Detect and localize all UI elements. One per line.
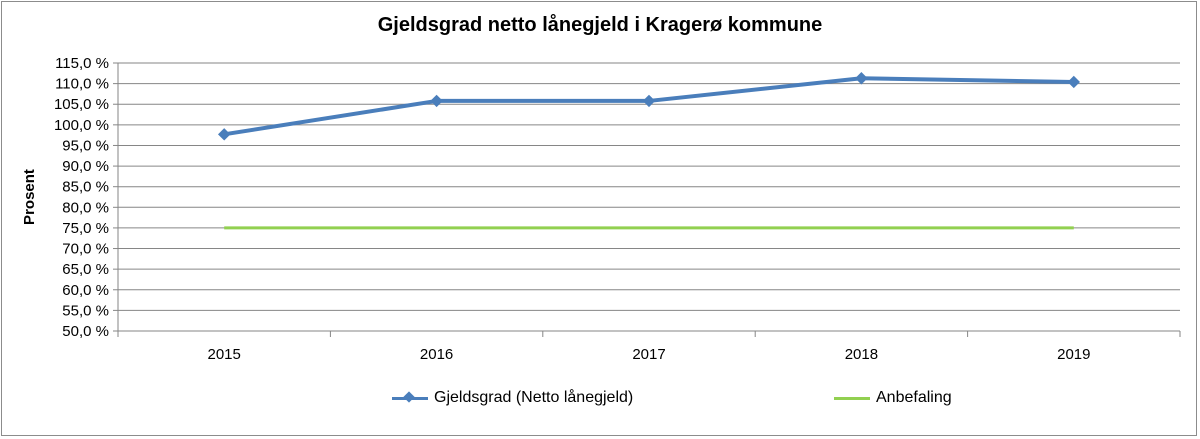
y-tick-label: 75,0 % xyxy=(62,220,109,237)
data-point-debt-ratio xyxy=(1067,75,1081,89)
data-point-debt-ratio xyxy=(642,94,656,108)
x-tick-label: 2016 xyxy=(420,346,453,363)
y-tick-label: 70,0 % xyxy=(62,241,109,258)
x-tick-label: 2017 xyxy=(632,346,665,363)
data-point-debt-ratio xyxy=(855,72,868,85)
y-tick-label: 110,0 % xyxy=(55,76,109,93)
x-tick-label: 2015 xyxy=(208,346,241,363)
y-tick-label: 90,0 % xyxy=(62,158,109,175)
chart-title: Gjeldsgrad netto lånegjeld i Kragerø kom… xyxy=(377,14,823,36)
data-point-debt-ratio xyxy=(430,94,443,108)
y-tick-label: 65,0 % xyxy=(62,261,109,278)
data-point-debt-ratio xyxy=(217,128,231,141)
y-tick-label: 100,0 % xyxy=(54,117,109,134)
y-tick-label: 55,0 % xyxy=(62,302,109,319)
diamond-marker-icon xyxy=(403,391,415,403)
y-tick-label: 105,0 % xyxy=(54,96,109,113)
x-tick-label: 2019 xyxy=(1057,346,1090,363)
y-axis-label: Prosent xyxy=(21,169,38,225)
y-tick-label: 95,0 % xyxy=(62,137,109,154)
legend-label-recommendation: Anbefaling xyxy=(876,389,952,406)
x-tick-label: 2018 xyxy=(845,346,878,363)
legend-swatch-debt-ratio xyxy=(392,391,428,405)
y-tick-label: 115,0 % xyxy=(55,55,109,72)
y-tick-label: 85,0 % xyxy=(62,179,109,196)
y-tick-label: 50,0 % xyxy=(62,323,109,340)
legend-item-recommendation: Anbefaling xyxy=(834,389,952,407)
y-tick-label: 80,0 % xyxy=(62,199,109,216)
legend-item-debt-ratio: Gjeldsgrad (Netto lånegjeld) xyxy=(392,389,633,407)
legend-label-debt-ratio: Gjeldsgrad (Netto lånegjeld) xyxy=(434,389,634,406)
legend-swatch-recommendation xyxy=(834,391,870,405)
y-tick-label: 60,0 % xyxy=(62,282,109,299)
